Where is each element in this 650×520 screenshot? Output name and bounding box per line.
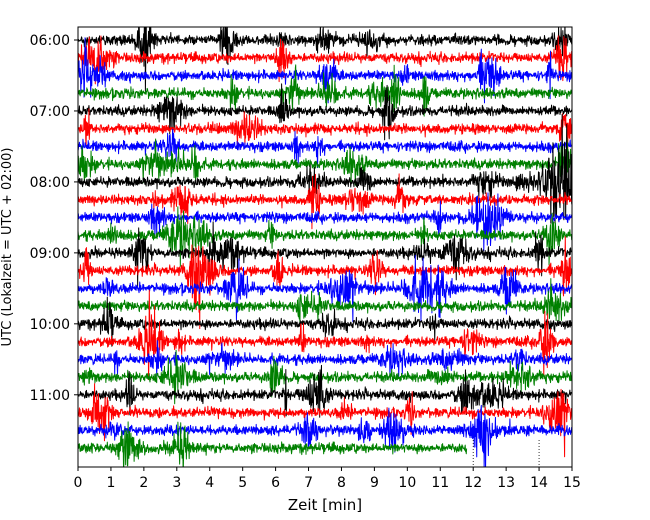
x-tick-label: 9	[370, 475, 379, 491]
y-tick-label: 11:00	[30, 388, 70, 404]
trace-row-3	[78, 64, 572, 117]
trace-row-4	[78, 83, 572, 141]
trace-row-17	[78, 289, 572, 381]
x-tick-label: 10	[398, 475, 416, 491]
x-tick-label: 7	[304, 475, 313, 491]
x-tick-label: 8	[337, 475, 346, 491]
x-tick-label: 12	[464, 475, 482, 491]
trace-layer	[78, 27, 572, 467]
trace-row-7	[78, 137, 572, 189]
y-axis-label: UTC (Lokalzeit = UTC + 02:00)	[0, 148, 15, 347]
trace-row-6	[78, 128, 572, 169]
plot-frame	[77, 26, 573, 468]
x-tick-label: 5	[238, 475, 247, 491]
x-tick-label: 15	[563, 475, 581, 491]
trace-row-0	[78, 27, 572, 92]
y-tick-label: 08:00	[30, 175, 70, 191]
x-tick-label: 14	[530, 475, 548, 491]
trace-row-18	[78, 340, 572, 378]
trace-row-13	[78, 236, 572, 330]
trace-row-11	[78, 206, 572, 267]
y-tick-label: 07:00	[30, 104, 70, 120]
x-tick-label: 3	[172, 475, 181, 491]
x-tick-label: 11	[431, 475, 449, 491]
y-tick-label: 10:00	[30, 317, 70, 333]
trace-row-23	[78, 421, 468, 467]
trace-row-10	[78, 192, 572, 251]
trace-row-21	[78, 383, 572, 458]
x-tick-label: 6	[271, 475, 280, 491]
x-tick-label: 13	[497, 475, 515, 491]
trace-row-20	[78, 364, 572, 418]
x-tick-label: 0	[74, 475, 83, 491]
trace-row-9	[78, 173, 572, 230]
trace-row-5	[78, 108, 572, 151]
trace-row-15	[78, 278, 572, 324]
trace-row-14	[78, 254, 572, 323]
trace-row-22	[78, 404, 572, 467]
trace-row-19	[78, 349, 572, 405]
trace-row-16	[78, 296, 572, 347]
x-tick-label: 1	[106, 475, 115, 491]
y-tick-label: 09:00	[30, 246, 70, 262]
x-axis: 0 1 2 3 4 5 6 7 8 9 10 11 12 13 14 15	[74, 467, 581, 491]
trace-row-8	[78, 114, 572, 224]
x-tick-label: 4	[205, 475, 214, 491]
trace-row-1	[78, 35, 572, 85]
y-tick-label: 06:00	[30, 33, 70, 49]
x-axis-label: Zeit [min]	[288, 496, 362, 514]
y-axis: 06:00 07:00 08:00 09:00 10:00 11:00	[30, 33, 78, 404]
x-tick-label: 2	[139, 475, 148, 491]
trace-row-12	[78, 221, 572, 287]
